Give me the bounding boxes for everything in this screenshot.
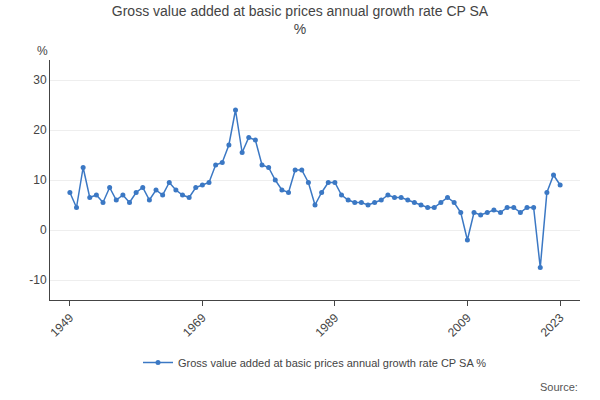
svg-text:10: 10 — [33, 173, 47, 187]
svg-text:Source:: Source: — [540, 381, 578, 393]
svg-text:1949: 1949 — [47, 311, 76, 340]
svg-text:1969: 1969 — [180, 311, 209, 340]
svg-text:Gross value added at basic pri: Gross value added at basic prices annual… — [178, 357, 486, 369]
svg-text:30: 30 — [33, 73, 47, 87]
svg-text:2023: 2023 — [538, 311, 567, 340]
svg-text:-10: -10 — [29, 273, 47, 287]
svg-text:1989: 1989 — [312, 311, 341, 340]
svg-text:0: 0 — [40, 223, 47, 237]
svg-text:20: 20 — [33, 123, 47, 137]
svg-text:2009: 2009 — [445, 311, 474, 340]
svg-text:%: % — [37, 44, 48, 58]
svg-text:Gross value added at basic pri: Gross value added at basic prices annual… — [112, 3, 489, 37]
